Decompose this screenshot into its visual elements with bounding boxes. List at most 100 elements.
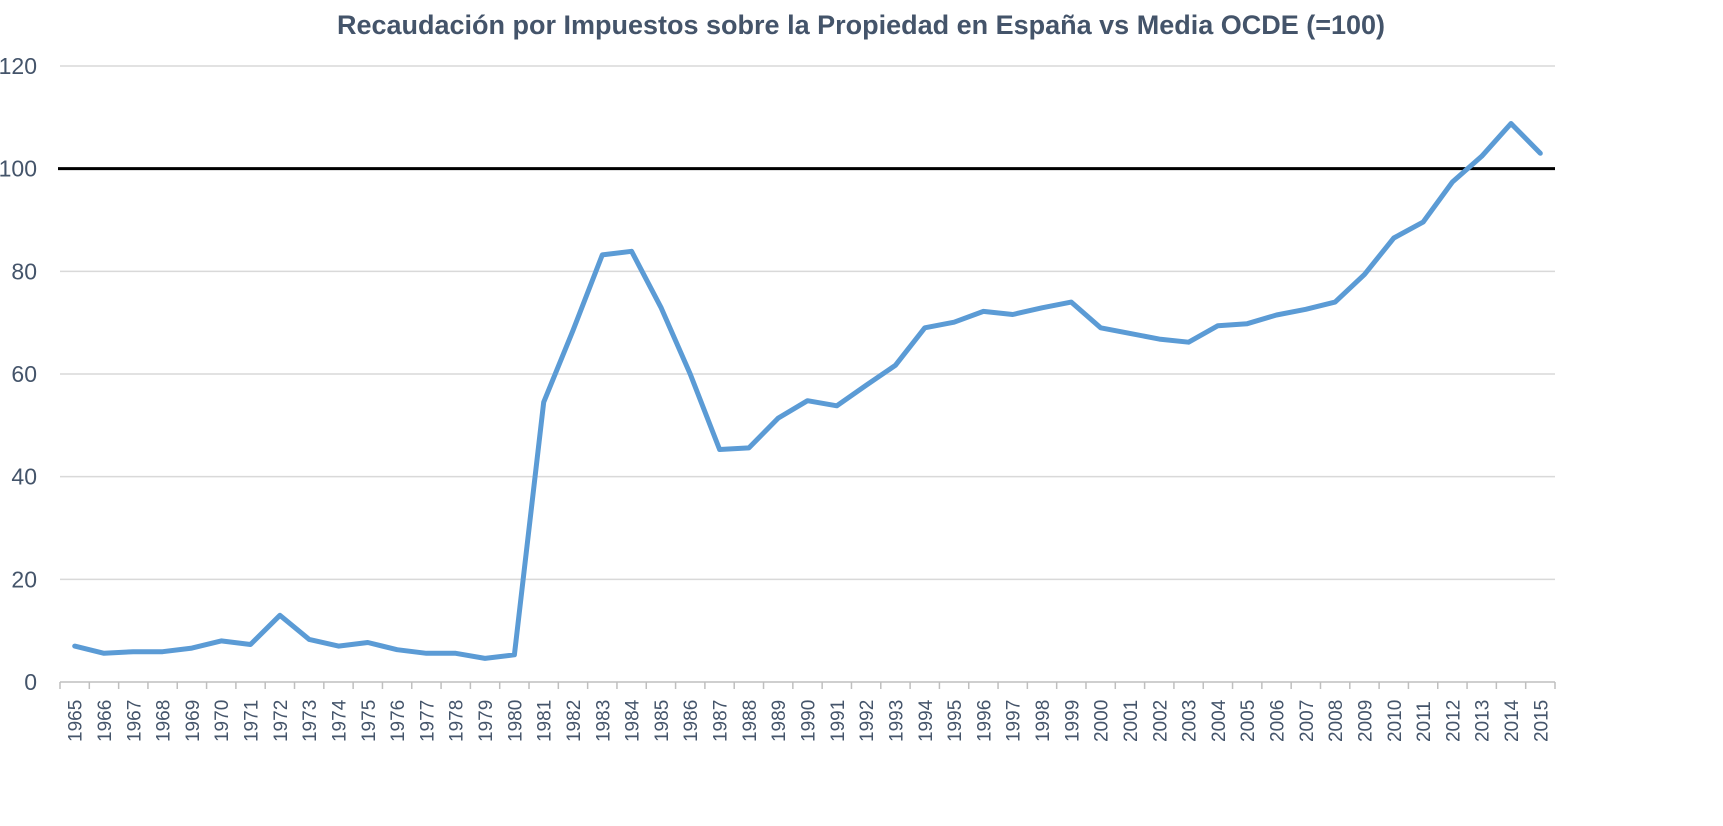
x-tick-label: 2006 — [1268, 700, 1289, 742]
data-point — [1127, 331, 1132, 336]
x-tick-label: 1986 — [681, 700, 702, 742]
data-point — [1509, 121, 1514, 126]
data-point — [776, 416, 781, 421]
data-point — [1245, 321, 1250, 326]
x-tick-label: 1997 — [1004, 700, 1025, 742]
data-point — [629, 249, 634, 254]
y-tick-label: 80 — [11, 258, 37, 284]
data-point — [1069, 300, 1074, 305]
x-tick-label: 2005 — [1238, 700, 1259, 742]
data-point — [1215, 323, 1220, 328]
x-tick-label: 1966 — [95, 700, 116, 742]
x-tick-label: 2004 — [1209, 699, 1230, 742]
x-tick-label: 1967 — [124, 700, 145, 742]
data-point — [101, 651, 106, 656]
x-tick-label: 1989 — [769, 700, 790, 742]
x-tick-label: 1988 — [740, 700, 761, 742]
x-tick-label: 1996 — [974, 700, 995, 742]
data-point — [1040, 305, 1045, 310]
data-point — [717, 447, 722, 452]
data-point — [131, 649, 136, 654]
y-axis-tick-labels: 0 20 40 60 80 100 120 — [0, 53, 37, 695]
data-point — [1391, 235, 1396, 240]
y-tick-label: 60 — [11, 361, 37, 387]
x-tick-label: 2007 — [1297, 700, 1318, 742]
chart-title: Recaudación por Impuestos sobre la Propi… — [337, 10, 1385, 40]
data-point — [219, 638, 224, 643]
data-point — [864, 383, 869, 388]
data-point — [277, 613, 282, 618]
data-point — [570, 328, 575, 333]
data-point — [805, 398, 810, 403]
data-point — [336, 644, 341, 649]
y-tick-label: 20 — [11, 566, 37, 592]
data-point — [541, 400, 546, 405]
data-point — [981, 309, 986, 314]
x-tick-label: 2013 — [1473, 700, 1494, 742]
x-tick-label: 1981 — [535, 700, 556, 742]
data-point — [1333, 300, 1338, 305]
x-axis-tick-labels: 1965 1966 1967 1968 1969 1970 1971 1972 1973 1974… — [66, 699, 1553, 742]
data-point — [1538, 151, 1543, 156]
data-point — [1303, 307, 1308, 312]
data-point — [1362, 272, 1367, 277]
data-point — [189, 646, 194, 651]
data-point — [160, 649, 165, 654]
x-tick-label: 1991 — [828, 700, 849, 742]
x-tick-label: 1994 — [916, 699, 937, 742]
data-point — [365, 640, 370, 645]
x-tick-label: 1970 — [212, 700, 233, 742]
x-tick-label: 1973 — [300, 700, 321, 742]
data-point — [1186, 340, 1191, 345]
x-tick-label: 1974 — [329, 699, 350, 742]
data-point — [1450, 180, 1455, 185]
x-tick-label: 2010 — [1385, 700, 1406, 742]
x-tick-label: 2008 — [1326, 700, 1347, 742]
x-tick-label: 1985 — [652, 700, 673, 742]
data-point — [922, 325, 927, 330]
x-tick-label: 1982 — [564, 700, 585, 742]
data-point — [512, 652, 517, 657]
x-tick-label: 1965 — [66, 700, 87, 742]
x-tick-label: 1980 — [505, 700, 526, 742]
data-point — [746, 445, 751, 450]
x-tick-label: 1995 — [945, 700, 966, 742]
x-tick-label: 1977 — [417, 700, 438, 742]
x-tick-label: 1971 — [242, 700, 263, 742]
data-point — [1010, 312, 1015, 317]
data-point — [600, 252, 605, 257]
x-tick-label: 2014 — [1502, 699, 1523, 742]
data-point — [424, 651, 429, 656]
x-tick-label: 1969 — [183, 700, 204, 742]
x-tick-label: 1972 — [271, 700, 292, 742]
x-axis-tick-marks — [59, 682, 1556, 689]
x-tick-label: 2001 — [1121, 700, 1142, 742]
y-tick-label: 40 — [11, 464, 37, 490]
x-tick-label: 2012 — [1443, 700, 1464, 742]
x-tick-label: 2015 — [1531, 700, 1552, 742]
data-point — [893, 363, 898, 368]
x-tick-label: 1975 — [359, 700, 380, 742]
x-tick-label: 1976 — [388, 700, 409, 742]
data-point — [1421, 220, 1426, 225]
x-tick-label: 1984 — [623, 699, 644, 742]
x-tick-label: 1998 — [1033, 700, 1054, 742]
x-tick-label: 2011 — [1414, 701, 1435, 742]
x-tick-label: 2003 — [1180, 700, 1201, 742]
x-tick-label: 2009 — [1355, 700, 1376, 742]
y-tick-label: 100 — [0, 156, 37, 182]
gridlines — [60, 65, 1555, 581]
x-tick-label: 1992 — [857, 700, 878, 742]
x-tick-label: 2002 — [1150, 700, 1171, 742]
data-point — [307, 637, 312, 642]
x-tick-label: 2000 — [1092, 700, 1113, 742]
data-point — [952, 320, 957, 325]
x-tick-label: 1990 — [799, 700, 820, 742]
series-layer — [72, 121, 1543, 661]
data-point — [1098, 325, 1103, 330]
series-line-espa-a — [72, 121, 1543, 661]
data-point — [72, 644, 77, 649]
data-point — [1274, 312, 1279, 317]
x-tick-label: 1978 — [447, 700, 468, 742]
